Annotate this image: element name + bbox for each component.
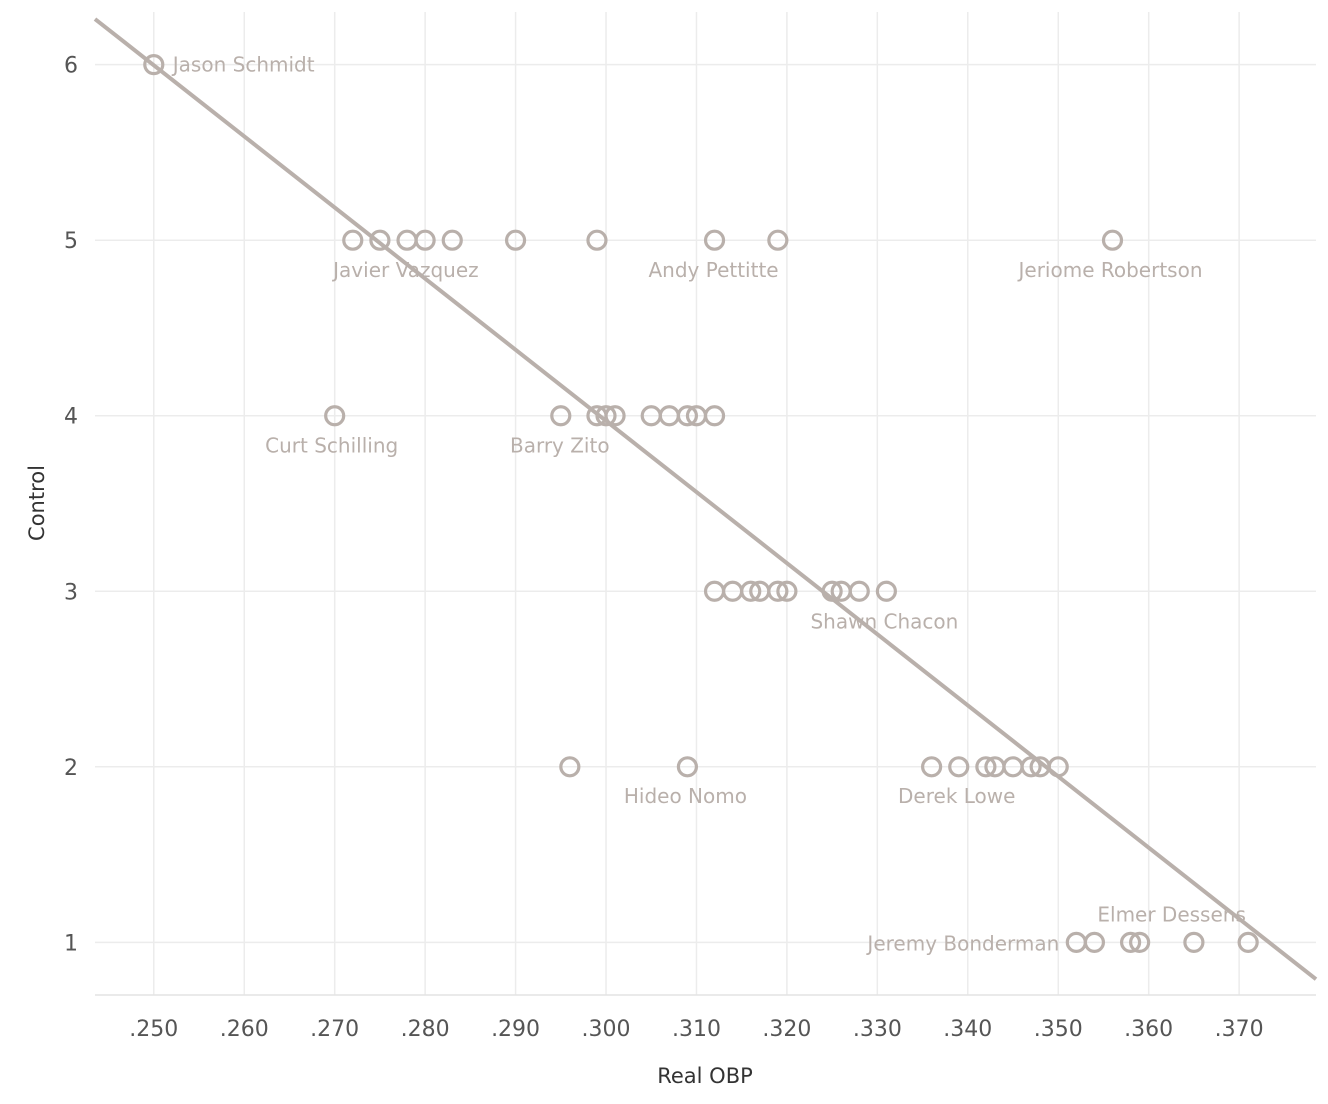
x-tick-label: .330 [853, 1017, 902, 1042]
grid [95, 12, 1316, 995]
point-label: Barry Zito [510, 434, 610, 458]
y-tick-label: 2 [64, 756, 78, 781]
x-tick-label: .250 [129, 1017, 178, 1042]
data-point[interactable] [1129, 931, 1151, 953]
point-label: Andy Pettitte [648, 258, 778, 282]
data-point[interactable] [740, 580, 762, 602]
data-point[interactable] [414, 229, 436, 251]
point-label: Elmer Dessens [1097, 902, 1246, 926]
point-labels: Jason Schmidt Javier Vazquez Andy Pettitte… [171, 53, 1246, 956]
data-point[interactable] [342, 229, 364, 251]
point-label: Derek Lowe [898, 784, 1015, 808]
data-point[interactable] [1119, 931, 1142, 953]
point-label: Hideo Nomo [624, 784, 747, 808]
point-label: Jeriome Robertson [1017, 258, 1203, 282]
data-point[interactable] [143, 54, 165, 76]
data-point[interactable] [703, 405, 726, 427]
data-point[interactable] [550, 405, 572, 427]
data-point[interactable] [875, 580, 897, 602]
point-label: Jason Schmidt [171, 53, 315, 77]
x-tick-label: .320 [762, 1017, 811, 1042]
data-point[interactable] [1020, 756, 1042, 778]
x-tick-label: .360 [1124, 1017, 1173, 1042]
x-axis-title: Real OBP [657, 1064, 753, 1088]
data-point[interactable] [604, 405, 626, 427]
data-point[interactable] [595, 405, 617, 427]
data-point[interactable] [821, 580, 843, 602]
y-tick-label: 1 [64, 931, 78, 956]
point-label: Javier Vazquez [331, 258, 479, 282]
data-point[interactable] [1047, 756, 1069, 778]
data-point[interactable] [586, 229, 608, 251]
data-points [143, 54, 1259, 953]
y-tick-label: 4 [64, 405, 78, 430]
x-tick-label: .280 [401, 1017, 450, 1042]
data-point[interactable] [369, 229, 391, 251]
x-tick-label: .300 [582, 1017, 631, 1042]
x-tick-label: .290 [491, 1017, 540, 1042]
trend-line [93, 17, 1318, 981]
x-tick-label: .270 [310, 1017, 359, 1042]
x-tick-label: .350 [1034, 1017, 1083, 1042]
point-label: Shawn Chacon [810, 609, 958, 633]
data-point[interactable] [948, 756, 970, 778]
data-point[interactable] [848, 580, 870, 602]
data-point[interactable] [1101, 229, 1124, 251]
y-tick-label: 5 [64, 229, 78, 254]
x-tick-label: .370 [1215, 1017, 1264, 1042]
data-point[interactable] [504, 229, 527, 251]
y-axis-title: Control [25, 465, 49, 541]
trend-line-group [93, 17, 1318, 981]
data-point[interactable] [921, 756, 943, 778]
data-point[interactable] [975, 756, 997, 778]
data-point[interactable] [676, 756, 699, 778]
data-point[interactable] [1183, 931, 1205, 953]
y-tick-label: 6 [64, 54, 78, 79]
data-point[interactable] [1083, 931, 1106, 953]
data-point[interactable] [324, 405, 346, 427]
point-label: Curt Schilling [265, 434, 398, 458]
data-point[interactable] [1237, 931, 1259, 953]
data-point[interactable] [767, 229, 789, 251]
x-tick-label: .340 [943, 1017, 992, 1042]
x-tick-label: .310 [672, 1017, 721, 1042]
data-point[interactable] [559, 756, 581, 778]
y-tick-label: 3 [64, 580, 78, 605]
data-point[interactable] [676, 405, 699, 427]
data-point[interactable] [776, 580, 798, 602]
data-point[interactable] [441, 229, 463, 251]
point-label: Jeremy Bonderman [865, 931, 1059, 955]
data-point[interactable] [767, 580, 789, 602]
data-point[interactable] [703, 229, 726, 251]
tick-labels: .250 .260 .270 .280 .290 .300 .310 .320 .330 .340… [64, 54, 1264, 1042]
x-tick-label: .260 [220, 1017, 269, 1042]
